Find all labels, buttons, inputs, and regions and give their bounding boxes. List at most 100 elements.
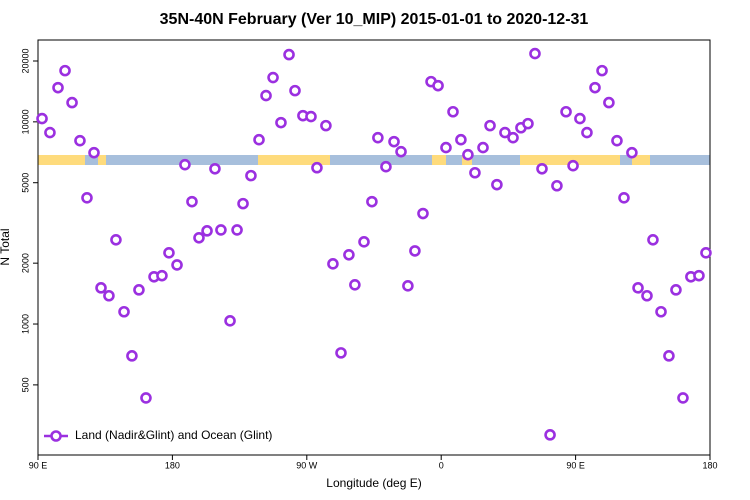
land-band [432,155,446,165]
point [372,131,384,144]
point [283,48,295,61]
point [156,269,168,282]
point [163,247,175,259]
point [186,195,198,208]
point [343,248,355,261]
point [66,96,78,109]
point [507,131,519,144]
x-tick-label: 180 [702,460,717,470]
legend-marker [50,430,62,442]
point [59,64,71,77]
x-tick-label: 0 [439,460,444,470]
point [133,284,145,296]
land-band [632,155,650,165]
point [126,350,138,362]
point [110,233,122,246]
point [103,289,115,302]
point [491,178,503,191]
point [36,112,48,125]
point [201,225,213,237]
point [74,134,86,147]
point [311,161,323,174]
point [693,269,705,282]
point [632,282,644,294]
point [366,195,378,208]
x-tick-label: 90 E [566,460,585,470]
y-tick-label: 1000 [20,314,30,334]
land-band [520,155,620,165]
point [171,259,183,271]
point [499,126,511,139]
point [477,141,489,154]
legend-label: Land (Nadir&Glint) and Ocean (Glint) [75,428,272,442]
y-tick-label: 20000 [20,48,30,73]
point [209,162,221,175]
point [469,166,481,179]
point [88,146,100,159]
point [358,236,370,248]
point [237,197,249,210]
point [551,179,563,192]
point [432,79,444,92]
point [603,96,615,109]
land-band [38,155,85,165]
point [641,289,653,302]
y-axis-label: N Total [0,228,12,265]
point [44,126,56,139]
point [567,159,579,172]
point [560,105,572,118]
x-tick-label: 90 W [296,460,318,470]
point [95,282,107,294]
point [589,81,601,94]
x-tick-label: 90 E [29,460,48,470]
point [618,192,630,204]
x-axis-label: Longitude (deg E) [326,476,421,490]
point [536,162,548,175]
point [440,141,452,154]
y-tick-label: 2000 [20,253,30,273]
point [349,279,361,291]
point [224,315,236,327]
point [395,145,407,158]
point [193,231,205,244]
point [484,119,496,132]
point [118,305,130,318]
point [655,305,667,318]
point [581,126,593,139]
point [81,192,93,204]
point [52,81,64,94]
point [677,392,689,404]
surface-band [38,155,710,165]
chart-title: 35N-40N February (Ver 10_MIP) 2015-01-01… [160,11,589,28]
point [140,392,152,404]
point [335,347,347,359]
point [409,245,421,257]
point [305,110,317,123]
point [260,89,272,102]
point [462,148,474,161]
point [574,112,586,125]
point [626,146,638,159]
point [253,133,265,146]
point [700,247,712,259]
land-band [98,155,106,165]
point [611,134,623,147]
point [522,117,534,130]
point [179,158,191,171]
ocean-band [38,155,710,165]
x-tick-label: 180 [165,460,180,470]
point [388,135,400,148]
point [663,350,675,362]
point [647,233,659,246]
point [245,169,257,182]
y-tick-label: 500 [20,377,30,392]
point [544,429,556,441]
point [289,84,301,97]
plot-frame [37,39,711,456]
point [320,119,332,132]
point [267,71,279,84]
point [447,105,459,118]
point [275,116,287,129]
point [455,133,467,146]
